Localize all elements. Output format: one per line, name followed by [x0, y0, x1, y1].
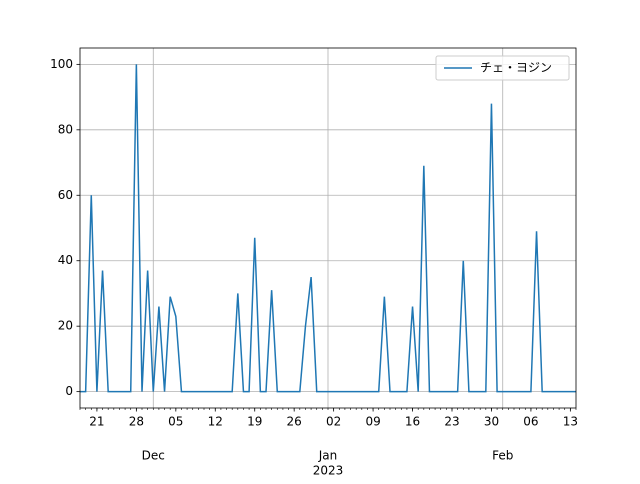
- x-year-label: 2023: [313, 464, 344, 478]
- y-tick-label: 80: [58, 122, 73, 136]
- y-tick-label: 20: [58, 319, 73, 333]
- x-tick-label: 30: [484, 415, 499, 429]
- legend-box: [435, 55, 570, 81]
- line-series: [80, 64, 576, 393]
- x-tick-label: 12: [208, 415, 223, 429]
- y-tick-label: 0: [65, 384, 73, 398]
- y-tick-label: 40: [58, 253, 73, 267]
- x-tick-label: 09: [365, 415, 380, 429]
- x-tick-label: 26: [287, 415, 302, 429]
- x-month-label: Jan: [318, 449, 338, 463]
- x-tick-label: 06: [523, 415, 538, 429]
- legend-label: チェ・ヨジン: [480, 61, 552, 75]
- x-tick-label: 21: [89, 415, 104, 429]
- y-tick-label: 100: [50, 57, 73, 71]
- x-tick-label: 05: [168, 415, 183, 429]
- x-tick-label: 02: [326, 415, 341, 429]
- x-tick-label: 19: [247, 415, 262, 429]
- x-tick-label: 23: [444, 415, 459, 429]
- x-tick-label: 16: [405, 415, 420, 429]
- x-tick-label: 28: [129, 415, 144, 429]
- x-tick-label: 13: [563, 415, 578, 429]
- plot-frame: [79, 47, 577, 409]
- y-tick-label: 60: [58, 188, 73, 202]
- x-month-label: Dec: [142, 449, 165, 463]
- x-month-label: Feb: [492, 449, 513, 463]
